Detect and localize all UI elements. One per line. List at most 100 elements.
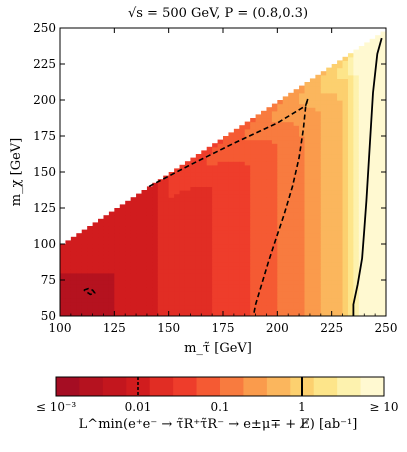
- heatmap-cell: [271, 190, 278, 195]
- heatmap-cell: [81, 229, 88, 234]
- heatmap-cell: [326, 280, 333, 285]
- heatmap-cell: [152, 305, 159, 310]
- heatmap-cell: [168, 186, 175, 191]
- heatmap-cell: [315, 110, 322, 115]
- heatmap-cell: [190, 305, 197, 310]
- heatmap-cell: [293, 312, 300, 316]
- heatmap-cell: [353, 218, 360, 223]
- heatmap-cell: [353, 168, 360, 173]
- heatmap-cell: [261, 143, 268, 148]
- heatmap-cell: [277, 251, 284, 256]
- heatmap-cell: [299, 301, 306, 306]
- heatmap-cell: [266, 280, 273, 285]
- heatmap-cell: [179, 262, 186, 267]
- heatmap-cell: [146, 265, 153, 270]
- heatmap-cell: [261, 175, 268, 180]
- heatmap-cell: [277, 193, 284, 198]
- heatmap-cell: [326, 150, 333, 155]
- heatmap-cell: [293, 258, 300, 263]
- heatmap-cell: [353, 128, 360, 133]
- heatmap-cell: [326, 265, 333, 270]
- heatmap-cell: [331, 150, 338, 155]
- heatmap-cell: [146, 197, 153, 202]
- heatmap-cell: [315, 182, 322, 187]
- heatmap-cell: [380, 107, 386, 112]
- heatmap-cell: [206, 172, 213, 177]
- heatmap-cell: [179, 172, 186, 177]
- heatmap-cell: [309, 182, 316, 187]
- heatmap-cell: [255, 226, 262, 231]
- heatmap-cell: [87, 272, 94, 277]
- heatmap-cell: [184, 182, 191, 187]
- heatmap-cell: [277, 287, 284, 292]
- heatmap-cell: [309, 78, 316, 83]
- heatmap-cell: [271, 186, 278, 191]
- heatmap-cell: [223, 161, 230, 166]
- heatmap-cell: [108, 312, 115, 316]
- heatmap-cell: [206, 247, 213, 252]
- heatmap-cell: [347, 236, 354, 241]
- heatmap-cell: [146, 233, 153, 238]
- heatmap-cell: [239, 125, 246, 130]
- heatmap-cell: [184, 305, 191, 310]
- heatmap-cell: [250, 164, 257, 169]
- heatmap-cell: [157, 308, 164, 313]
- heatmap-cell: [266, 251, 273, 256]
- heatmap-cell: [190, 283, 197, 288]
- heatmap-cell: [342, 143, 349, 148]
- heatmap-cell: [271, 305, 278, 310]
- heatmap-cell: [141, 215, 148, 220]
- heatmap-cell: [157, 265, 164, 270]
- heatmap-cell: [217, 179, 224, 184]
- heatmap-cell: [293, 240, 300, 245]
- heatmap-cell: [152, 308, 159, 313]
- heatmap-cell: [304, 161, 311, 166]
- x-tick-label: 225: [320, 321, 343, 335]
- heatmap-cell: [130, 305, 137, 310]
- heatmap-cell: [233, 150, 240, 155]
- heatmap-cell: [369, 305, 376, 310]
- heatmap-cell: [108, 290, 115, 295]
- heatmap-cell: [233, 251, 240, 256]
- heatmap-cell: [266, 244, 273, 249]
- heatmap-cell: [206, 269, 213, 274]
- heatmap-cell: [380, 190, 386, 195]
- heatmap-cell: [315, 280, 322, 285]
- heatmap-cell: [369, 53, 376, 58]
- heatmap-cell: [358, 164, 365, 169]
- heatmap-cell: [223, 312, 230, 316]
- heatmap-cell: [304, 287, 311, 292]
- heatmap-cell: [282, 254, 289, 259]
- heatmap-cell: [179, 287, 186, 292]
- heatmap-cell: [293, 308, 300, 313]
- heatmap-cell: [190, 258, 197, 263]
- heatmap-cell: [337, 121, 344, 126]
- heatmap-cell: [353, 161, 360, 166]
- heatmap-cell: [331, 132, 338, 137]
- heatmap-cell: [309, 186, 316, 191]
- heatmap-cell: [152, 240, 159, 245]
- heatmap-cell: [60, 247, 67, 252]
- x-tick-label: 100: [49, 321, 72, 335]
- heatmap-cell: [223, 262, 230, 267]
- heatmap-cell: [152, 218, 159, 223]
- heatmap-cell: [380, 204, 386, 209]
- heatmap-cell: [179, 305, 186, 310]
- heatmap-cell: [217, 193, 224, 198]
- heatmap-cell: [320, 236, 327, 241]
- heatmap-cell: [223, 247, 230, 252]
- heatmap-cell: [201, 197, 208, 202]
- heatmap-cell: [320, 301, 327, 306]
- heatmap-cell: [250, 121, 257, 126]
- heatmap-cell: [130, 265, 137, 270]
- heatmap-cell: [92, 247, 99, 252]
- heatmap-cell: [195, 197, 202, 202]
- heatmap-cell: [92, 287, 99, 292]
- heatmap-cell: [331, 226, 338, 231]
- heatmap-cell: [206, 308, 213, 313]
- heatmap-cell: [184, 190, 191, 195]
- heatmap-cell: [315, 226, 322, 231]
- heatmap-cell: [146, 218, 153, 223]
- heatmap-cell: [293, 89, 300, 94]
- heatmap-cell: [315, 251, 322, 256]
